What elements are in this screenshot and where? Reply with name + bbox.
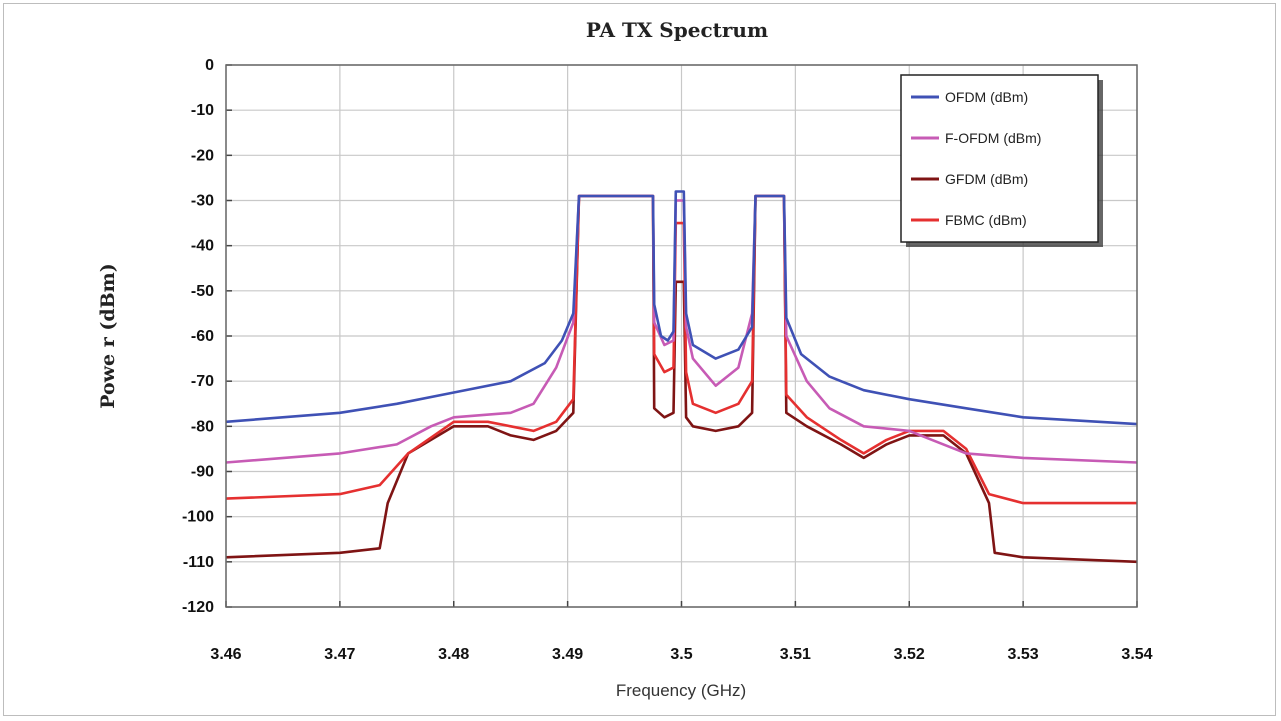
x-tick-labels: 3.46 3.47 3.48 3.49 3.5 3.51 3.52 3.53 3.54 (210, 646, 1152, 663)
y-axis-label: Powe r (dBm) (97, 263, 119, 409)
y-tick-label: -40 (191, 238, 214, 255)
x-tick-label: 3.46 (210, 646, 241, 663)
y-tick-label: 0 (205, 57, 214, 74)
x-tick-label: 3.52 (894, 646, 925, 663)
series-lines (225, 190, 1138, 564)
chart-title: PA TX Spectrum (586, 18, 768, 42)
legend-label: FBMC (dBm) (945, 212, 1027, 228)
legend-label: GFDM (dBm) (945, 171, 1028, 187)
legend-label: F-OFDM (dBm) (945, 130, 1041, 146)
x-tick-label: 3.49 (552, 646, 583, 663)
series-line-2 (225, 194, 1138, 564)
y-tick-label: -80 (191, 418, 214, 435)
x-tick-label: 3.53 (1008, 646, 1039, 663)
y-tick-label: -110 (183, 554, 214, 571)
y-tick-label: -120 (182, 599, 214, 616)
x-tick-label: 3.51 (780, 646, 811, 663)
legend: OFDM (dBm) F-OFDM (dBm) GFDM (dBm) FBMC (dB… (900, 74, 1103, 247)
legend-label: OFDM (dBm) (945, 89, 1028, 105)
plot-border (225, 64, 1138, 608)
y-tick-labels: 0 -10 -20 -30 -40 -50 -60 -70 -80 -90 -100 -110 -120 (182, 57, 214, 616)
x-tick-label: 3.48 (438, 646, 469, 663)
y-tick-label: -100 (182, 509, 214, 526)
series-line-3 (225, 194, 1137, 505)
y-tick-label: -50 (191, 283, 214, 300)
y-tick-label: -70 (191, 373, 214, 390)
x-tick-label: 3.5 (670, 646, 692, 663)
x-tick-label: 3.47 (324, 646, 355, 663)
x-tick-label: 3.54 (1121, 646, 1152, 663)
y-tick-label: -20 (191, 147, 214, 164)
y-tick-label: -30 (191, 193, 214, 210)
series-line-0 (225, 190, 1138, 426)
y-tick-label: -90 (191, 464, 214, 481)
legend-box (900, 74, 1099, 243)
grid (225, 64, 1138, 608)
chart-frame: 0 -10 -20 -30 -40 -50 -60 -70 -80 -90 -100 -110 -120… (3, 3, 1276, 716)
y-tick-label: -10 (191, 102, 214, 119)
chart-svg: 0 -10 -20 -30 -40 -50 -60 -70 -80 -90 -100 -110 -120… (97, 18, 1153, 700)
x-axis-label: Frequency (GHz) (616, 681, 746, 700)
y-tick-label: -60 (191, 328, 214, 345)
legend-items: OFDM (dBm) F-OFDM (dBm) GFDM (dBm) FBMC (dB… (911, 89, 1041, 228)
